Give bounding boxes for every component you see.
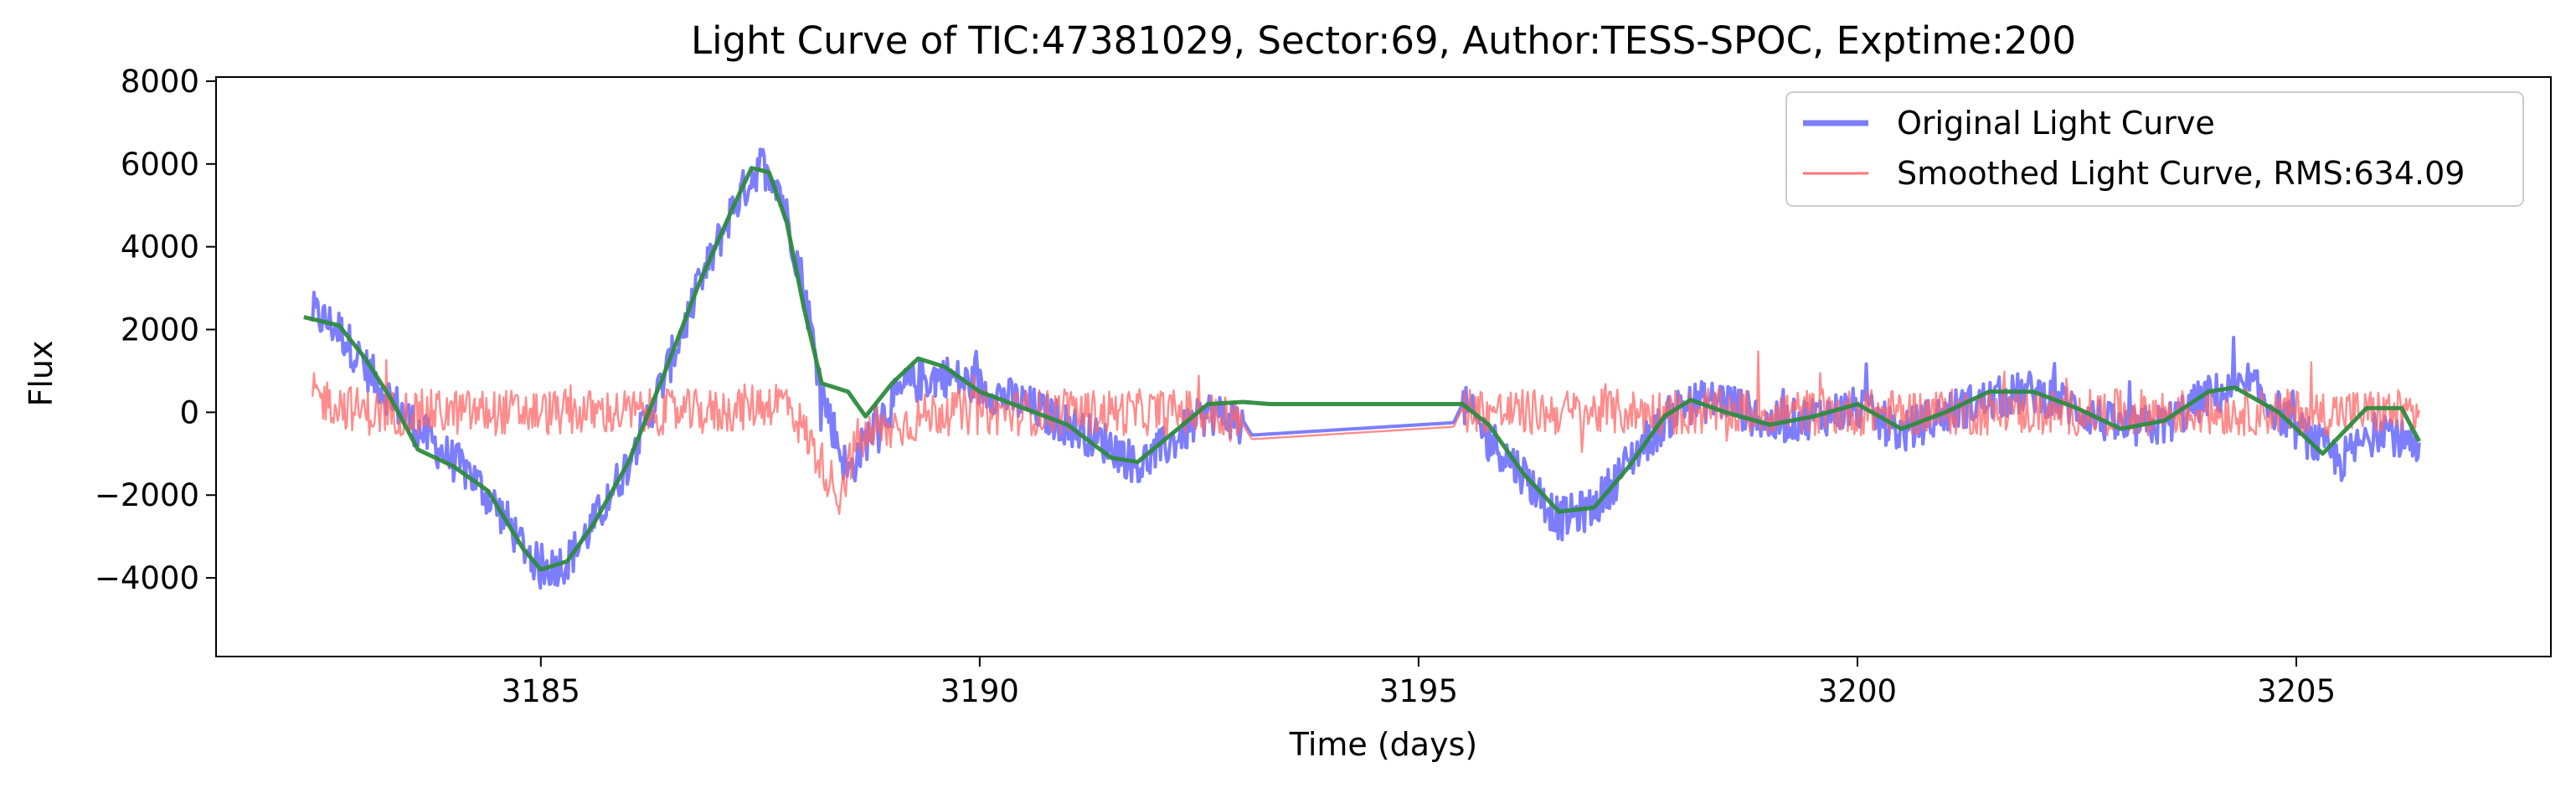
y-tick-label: 6000 [121,147,199,183]
plot-frame [215,76,2552,657]
x-tick-label: 3200 [1818,673,1897,709]
y-tick-label: 2000 [121,312,199,348]
x-tick-label: 3195 [1379,673,1458,709]
y-tick-label: 8000 [121,64,199,100]
x-axis-label: Time (days) [1289,726,1477,763]
plot-area [215,76,2552,657]
y-tick-label: 0 [179,394,199,430]
y-axis: −4000 −2000 0 2000 4000 6000 8000 [95,64,216,596]
x-tick-label: 3190 [940,673,1019,709]
legend-label: Original Light Curve [1897,105,2215,142]
legend-label: Smoothed Light Curve, RMS:634.09 [1897,155,2465,192]
chart-title: Light Curve of TIC:47381029, Sector:69, … [691,18,2076,63]
x-axis: 3185 3190 3195 3200 3205 [502,657,2336,709]
series-original-line [311,147,2421,590]
y-tick-label: 4000 [121,229,199,265]
legend-box [1785,91,2524,207]
y-tick-label: −4000 [95,560,199,596]
legend: Original Light Curve Smoothed Light Curve… [1785,91,2524,207]
x-tick-label: 3185 [502,673,580,709]
y-tick-label: −2000 [95,477,199,513]
series-trend-line [303,166,2422,572]
y-axis-label: Flux [23,341,59,407]
x-tick-label: 3205 [2257,673,2336,709]
